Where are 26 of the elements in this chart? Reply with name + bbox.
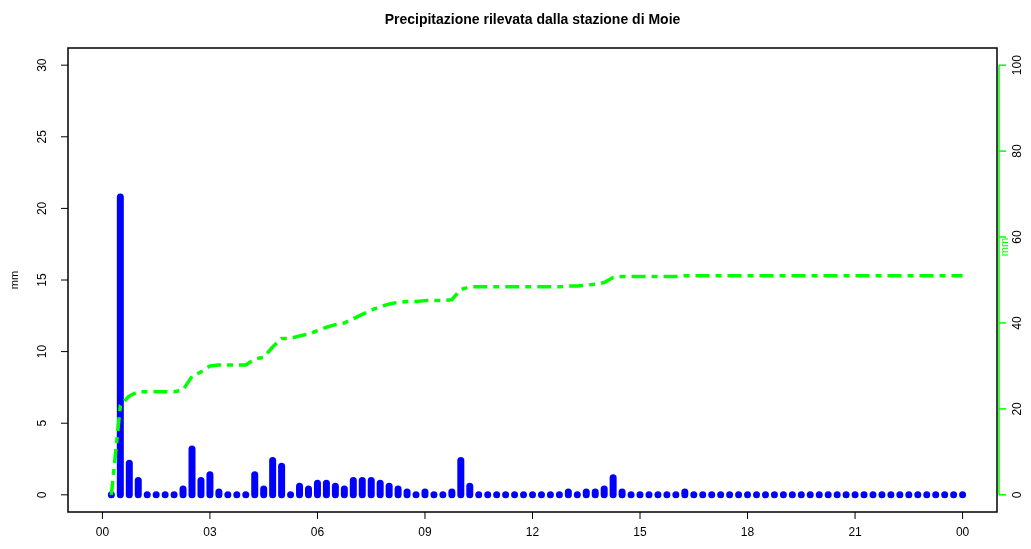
x-tick-label: 06 (310, 525, 325, 539)
chart-title: Precipitazione rilevata dalla stazione di Moie (384, 11, 681, 27)
y-tick-label: 15 (35, 273, 49, 287)
y-tick-label: 20 (35, 201, 49, 216)
x-tick-label: 21 (848, 525, 863, 539)
y2-tick-label: 40 (1010, 315, 1024, 330)
y-tick-label: 30 (35, 58, 49, 72)
x-tick-label: 12 (525, 525, 540, 539)
y2-tick-label: 20 (1010, 401, 1024, 416)
x-tick-label: 09 (418, 525, 432, 539)
x-tick-label: 03 (203, 525, 217, 539)
y-tick-label: 5 (35, 419, 49, 427)
x-tick-label: 00 (95, 525, 110, 539)
y-axis-title: mm (8, 270, 20, 290)
line-series (109, 273, 965, 497)
y2-tick-label: 80 (1010, 144, 1024, 158)
y-tick-label: 0 (35, 491, 49, 499)
y2-tick-label: 60 (1010, 230, 1024, 244)
x-tick-label: 18 (740, 525, 755, 539)
x-tick-label: 15 (633, 525, 648, 539)
x-tick-label: 00 (955, 525, 970, 539)
y2-tick-label: 0 (1010, 491, 1024, 499)
y2-axis-title: mm (998, 237, 1010, 257)
y2-tick-label: 100 (1010, 54, 1024, 76)
y-tick-label: 10 (35, 344, 49, 359)
y-tick-label: 25 (35, 129, 49, 144)
